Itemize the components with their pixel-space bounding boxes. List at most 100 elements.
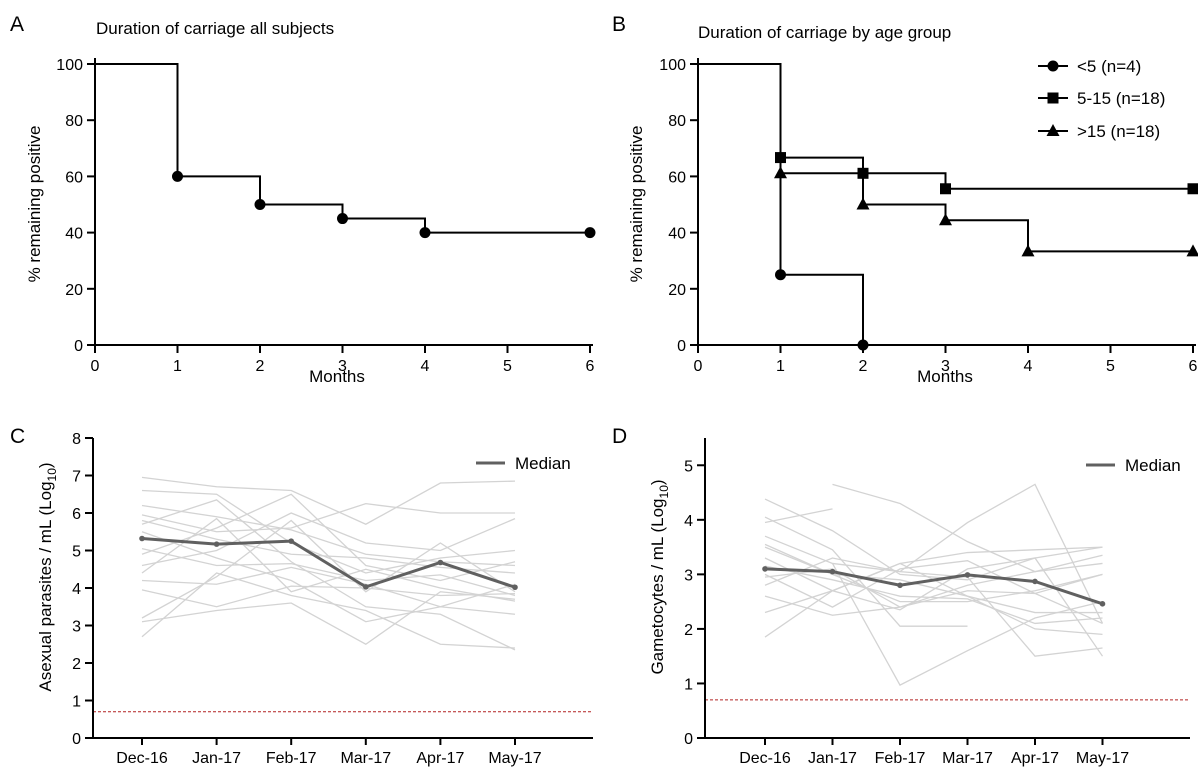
- legend-label-5-15: 5-15 (n=18): [1077, 89, 1165, 108]
- d-y-tick-label: 1: [684, 676, 693, 693]
- b-series-2-point: [1186, 244, 1198, 257]
- b-series-1-point: [1187, 183, 1198, 195]
- d-median-point: [897, 582, 903, 589]
- panel-d-plot-area: 0 1 2 3 4 5 Dec-16 Jan-17 Feb-17 Mar-17 Apr-17 May-…: [684, 438, 1190, 767]
- b-series-2-point: [774, 166, 787, 179]
- a-x-tick-label: 5: [503, 358, 512, 375]
- b-series-2-point: [856, 197, 870, 210]
- panel-a-x-axis-title: Months: [309, 367, 365, 386]
- b-series-0-point: [775, 269, 786, 281]
- c-median-point: [139, 535, 145, 542]
- c-median-point: [213, 541, 220, 547]
- c-x-tick-label: Feb-17: [266, 750, 317, 767]
- panel-c-y-axis-title-main: Asexual parasites / mL (Log: [36, 481, 55, 691]
- d-median-line: [764, 567, 1103, 606]
- c-individual-line-14: [141, 531, 516, 623]
- c-individual-line-3: [141, 502, 515, 533]
- c-x-tick-label: Apr-17: [416, 750, 464, 767]
- panel-c-legend: Median: [476, 454, 571, 473]
- a-y-tick-label: 40: [65, 226, 83, 243]
- b-series-0-point: [857, 339, 869, 351]
- panel-letter-d: D: [612, 425, 627, 448]
- a-x-tick-label: 6: [586, 358, 595, 375]
- c-median-point: [288, 538, 295, 544]
- d-x-tick-label: May-17: [1076, 750, 1129, 767]
- c-y-tick-label: 7: [72, 469, 81, 486]
- b-x-tick-label: 6: [1189, 358, 1198, 375]
- panel-d-legend-label: Median: [1125, 456, 1181, 475]
- a-y-tick-label: 100: [56, 57, 83, 74]
- panel-a-plot-area: 0 20 40 60 80 100 0 1 2 3 4 5 6: [56, 57, 596, 375]
- b-series-2-point: [1021, 244, 1035, 257]
- panel-d-y-axis-title-subscript: 10: [657, 485, 671, 499]
- legend-label-over-15: >15 (n=18): [1077, 122, 1160, 141]
- c-individual-line-12: [141, 591, 516, 646]
- d-median-point: [964, 572, 971, 578]
- b-y-tick-label: 40: [668, 226, 686, 243]
- panel-b: B Duration of carriage by age group Mont…: [612, 13, 1198, 386]
- a-series-0-point: [172, 170, 183, 182]
- b-x-tick-label: 5: [1106, 358, 1115, 375]
- a-x-tick-label: 0: [91, 358, 100, 375]
- a-series-0-point: [337, 213, 348, 225]
- c-y-tick-label: 4: [72, 581, 81, 598]
- c-median-point: [363, 584, 369, 590]
- b-x-tick-label: 2: [859, 358, 868, 375]
- a-x-tick-label: 1: [173, 358, 182, 375]
- b-y-tick-label: 20: [668, 282, 686, 299]
- c-x-tick-label: Mar-17: [340, 750, 391, 767]
- d-individual-line-11: [764, 557, 1104, 657]
- panel-a-title: Duration of carriage all subjects: [96, 19, 334, 38]
- c-individual-line-0: [141, 476, 516, 525]
- b-y-tick-label: 60: [668, 169, 686, 186]
- a-y-tick-label: 60: [65, 169, 83, 186]
- c-y-tick-label: 0: [72, 731, 81, 748]
- d-x-tick-label: Feb-17: [875, 750, 926, 767]
- panel-c: C Asexual parasites / mL (Log10) 0 1 2 3 4 5 6…: [10, 425, 593, 767]
- d-x-tick-label: Dec-16: [739, 750, 791, 767]
- b-y-tick-label: 0: [677, 338, 686, 355]
- c-x-tick-label: May-17: [488, 750, 541, 767]
- a-y-tick-label: 20: [65, 282, 83, 299]
- c-individual-line-5: [141, 499, 516, 651]
- b-series-2-line: [698, 63, 1193, 253]
- b-series-2-point: [939, 213, 952, 226]
- a-y-tick-label: 0: [74, 338, 83, 355]
- d-individual-line-4: [764, 543, 1103, 603]
- d-individual-line-3: [764, 483, 1104, 624]
- d-y-tick-label: 2: [684, 622, 693, 639]
- c-y-tick-label: 6: [72, 506, 81, 523]
- d-individual-line-10: [764, 590, 1103, 625]
- c-individual-line-10: [141, 585, 516, 608]
- legend-label-under-5: <5 (n=4): [1077, 57, 1141, 76]
- b-y-tick-label: 80: [668, 113, 686, 130]
- a-series-0-point: [254, 199, 266, 210]
- panel-b-legend: <5 (n=4) 5-15 (n=18) >15 (n=18): [1077, 57, 1165, 141]
- panel-d-y-axis-title-main: Gametocytes / mL (Log: [648, 498, 667, 674]
- a-x-tick-label: 4: [421, 358, 430, 375]
- d-median-point: [1099, 601, 1106, 607]
- d-individual-line-5: [764, 546, 1103, 592]
- c-y-tick-label: 2: [72, 656, 81, 673]
- d-individual-line-0: [764, 498, 1103, 581]
- a-series-0-line: [95, 63, 590, 234]
- panel-b-title: Duration of carriage by age group: [698, 23, 951, 42]
- b-x-tick-label: 0: [694, 358, 703, 375]
- c-individual-line-1: [141, 489, 516, 574]
- c-median-line: [141, 537, 516, 589]
- c-individual-line-8: [141, 517, 516, 602]
- d-individual-line-14: [831, 563, 1103, 686]
- b-series-1-point: [940, 183, 951, 195]
- legend-swatch-marker: [1047, 92, 1059, 104]
- panel-letter-a: A: [10, 13, 24, 36]
- panel-c-y-axis-title-end: ): [36, 462, 55, 468]
- panel-c-y-axis-title: Asexual parasites / mL (Log10): [36, 462, 59, 691]
- c-x-tick-label: Dec-16: [116, 750, 168, 767]
- c-y-tick-label: 5: [72, 544, 81, 561]
- panel-d-legend: Median: [1086, 456, 1181, 475]
- d-y-tick-label: 4: [684, 513, 693, 530]
- d-median-point: [1032, 578, 1038, 585]
- d-x-tick-label: Jan-17: [808, 750, 857, 767]
- panel-d-y-axis-title: Gametocytes / mL (Log10): [648, 479, 671, 674]
- panel-letter-b: B: [612, 13, 626, 36]
